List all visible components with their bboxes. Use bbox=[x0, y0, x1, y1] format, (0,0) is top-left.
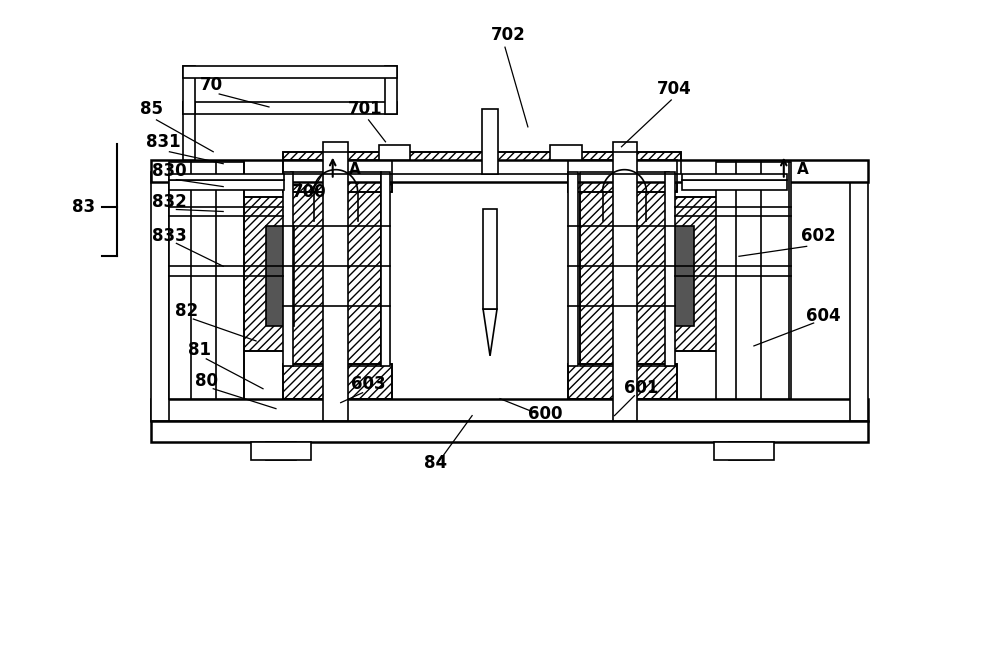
Bar bbox=[291, 172, 381, 366]
Text: 704: 704 bbox=[657, 80, 692, 98]
Text: 602: 602 bbox=[801, 227, 836, 245]
Bar bbox=[669, 197, 724, 351]
Bar bbox=[483, 210, 497, 309]
Bar bbox=[580, 172, 669, 366]
Text: 600: 600 bbox=[528, 405, 562, 422]
Bar bbox=[266, 227, 294, 326]
Bar bbox=[283, 159, 392, 191]
Text: A: A bbox=[349, 162, 360, 177]
Bar bbox=[183, 66, 397, 78]
Bar bbox=[669, 197, 724, 351]
Bar bbox=[850, 172, 868, 421]
Bar bbox=[236, 197, 291, 351]
Text: 83: 83 bbox=[72, 197, 95, 215]
Bar bbox=[385, 66, 397, 114]
Text: 82: 82 bbox=[175, 302, 198, 320]
Text: 702: 702 bbox=[491, 26, 525, 44]
Bar bbox=[379, 145, 410, 159]
Text: 604: 604 bbox=[806, 307, 841, 325]
Bar bbox=[283, 364, 392, 398]
Text: 84: 84 bbox=[424, 454, 447, 473]
Bar bbox=[169, 161, 244, 398]
Bar bbox=[568, 364, 677, 398]
Text: 831: 831 bbox=[146, 133, 181, 151]
Text: 81: 81 bbox=[188, 341, 211, 359]
Bar bbox=[283, 152, 681, 174]
Bar bbox=[151, 172, 169, 421]
Bar bbox=[381, 172, 390, 366]
Bar bbox=[482, 109, 498, 174]
Bar bbox=[613, 142, 637, 421]
Bar bbox=[665, 172, 675, 366]
Text: A: A bbox=[797, 162, 808, 177]
Text: 832: 832 bbox=[152, 193, 187, 210]
Text: 833: 833 bbox=[152, 227, 187, 245]
Text: 700: 700 bbox=[292, 182, 326, 201]
Text: 85: 85 bbox=[140, 100, 163, 118]
Bar bbox=[183, 66, 195, 114]
Bar bbox=[568, 159, 677, 191]
Text: 830: 830 bbox=[152, 161, 187, 180]
Text: 70: 70 bbox=[200, 76, 223, 94]
Bar bbox=[283, 172, 293, 366]
Bar bbox=[568, 364, 677, 398]
Bar bbox=[568, 172, 578, 366]
Bar bbox=[291, 172, 381, 366]
Text: 80: 80 bbox=[195, 372, 218, 390]
Polygon shape bbox=[483, 309, 497, 356]
Bar bbox=[550, 145, 582, 159]
Bar bbox=[729, 443, 759, 460]
Bar bbox=[183, 102, 195, 159]
Bar bbox=[323, 142, 348, 421]
Bar bbox=[169, 174, 284, 180]
Bar bbox=[151, 398, 868, 421]
Bar bbox=[251, 443, 311, 460]
Bar bbox=[283, 152, 681, 174]
Bar bbox=[568, 159, 677, 191]
Bar bbox=[283, 159, 392, 191]
Bar bbox=[714, 443, 774, 460]
Bar bbox=[266, 443, 296, 460]
Bar bbox=[183, 102, 397, 114]
Text: 701: 701 bbox=[348, 100, 383, 118]
Text: 601: 601 bbox=[624, 379, 659, 396]
Text: 603: 603 bbox=[351, 375, 386, 393]
Bar bbox=[151, 421, 868, 443]
Bar bbox=[169, 180, 284, 189]
Bar bbox=[666, 227, 694, 326]
Bar bbox=[236, 197, 291, 351]
Bar bbox=[682, 174, 787, 180]
Bar bbox=[283, 364, 392, 398]
Bar bbox=[151, 159, 868, 182]
Bar bbox=[716, 161, 791, 398]
Bar bbox=[580, 172, 669, 366]
Bar bbox=[682, 180, 787, 189]
